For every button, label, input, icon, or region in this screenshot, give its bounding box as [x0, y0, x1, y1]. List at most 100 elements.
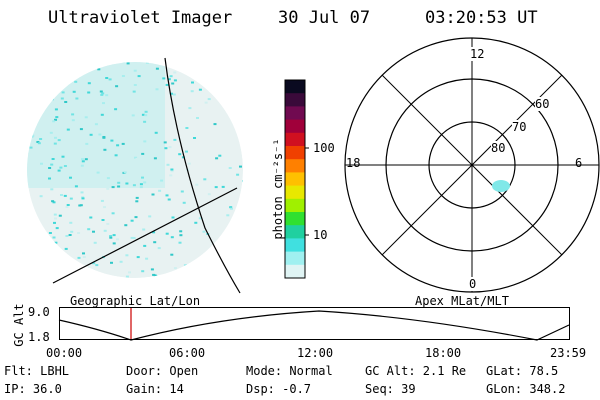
image-pixel — [125, 275, 129, 278]
image-pixel — [52, 236, 56, 239]
image-pixel — [82, 252, 85, 255]
image-pixel — [130, 236, 134, 239]
image-pixel — [141, 113, 145, 116]
image-pixel — [137, 75, 141, 78]
image-pixel — [50, 98, 54, 101]
image-pixel — [165, 83, 169, 86]
image-pixel — [145, 132, 149, 135]
mlat-80: 80 — [491, 141, 506, 155]
image-pixel — [236, 173, 240, 176]
image-pixel — [117, 108, 121, 111]
image-pixel — [110, 139, 114, 142]
image-pixel — [36, 141, 40, 143]
image-pixel — [207, 98, 211, 101]
image-pixel — [54, 136, 57, 139]
info-glat: GLat: 78.5 — [486, 364, 559, 378]
image-pixel — [31, 64, 35, 67]
mlt-0: 0 — [469, 277, 477, 291]
image-pixel — [169, 174, 173, 177]
image-pixel — [46, 71, 50, 74]
image-pixel — [67, 181, 71, 184]
mlat-60: 60 — [535, 97, 550, 111]
image-pixel — [132, 161, 136, 164]
image-pixel — [35, 150, 39, 153]
image-pixel — [132, 134, 136, 137]
image-pixel — [227, 95, 231, 98]
image-pixel — [241, 229, 243, 232]
image-pixel — [157, 247, 161, 250]
image-pixel — [64, 247, 68, 250]
polar-plot — [344, 37, 600, 293]
image-pixel — [48, 72, 52, 75]
image-pixel — [169, 75, 173, 78]
image-pixel — [214, 186, 218, 189]
image-pixel — [65, 70, 69, 73]
image-pixel — [45, 78, 49, 81]
colorbar-band — [285, 80, 305, 94]
image-pixel — [68, 268, 72, 271]
image-pixel — [239, 98, 243, 100]
image-pixel — [40, 107, 44, 110]
image-pixel — [68, 234, 72, 236]
image-pixel — [51, 158, 55, 160]
image-pixel — [228, 167, 232, 169]
image-pixel — [145, 257, 149, 260]
image-pixel — [46, 77, 50, 80]
image-pixel — [143, 244, 147, 247]
image-pixel — [157, 148, 161, 151]
image-pixel — [141, 176, 144, 179]
image-pixel — [64, 101, 68, 103]
image-pixel — [196, 117, 199, 119]
image-pixel — [180, 190, 184, 193]
xtick-1800: 18:00 — [425, 346, 462, 360]
image-pixel — [74, 153, 78, 156]
image-pixel — [27, 245, 29, 248]
image-pixel — [102, 136, 106, 138]
image-pixel — [224, 275, 228, 278]
colorbar-band — [285, 172, 305, 187]
image-pixel — [49, 131, 53, 134]
image-pixel — [169, 92, 173, 95]
image-pixel — [171, 82, 175, 85]
image-pixel — [239, 165, 242, 168]
image-pixel — [141, 152, 145, 155]
image-pixel — [232, 91, 235, 94]
image-pixel — [36, 256, 40, 259]
image-pixel — [109, 236, 113, 239]
image-pixel — [110, 261, 113, 264]
geographic-label: Geographic Lat/Lon — [70, 294, 201, 308]
colorbar-band — [285, 119, 305, 134]
image-pixel — [133, 84, 137, 86]
image-pixel — [53, 142, 57, 145]
image-pixel — [132, 184, 136, 187]
image-pixel — [74, 80, 78, 83]
image-pixel — [151, 193, 155, 196]
image-pixel — [172, 274, 176, 277]
image-pixel — [42, 256, 45, 259]
image-pixel — [170, 253, 174, 256]
image-pixel — [80, 164, 84, 167]
image-pixel — [78, 204, 82, 207]
image-pixel — [28, 113, 31, 116]
image-pixel — [81, 158, 84, 161]
image-pixel — [69, 221, 73, 224]
gc-alt-ytick-bottom: 1.8 — [28, 330, 50, 344]
colorbar-band — [285, 146, 305, 160]
image-pixel — [54, 217, 57, 220]
image-pixel — [85, 142, 89, 145]
image-pixel — [170, 170, 174, 173]
image-pixel — [82, 269, 86, 272]
image-pixel — [82, 256, 86, 258]
image-pixel — [53, 221, 56, 224]
image-pixel — [112, 242, 116, 245]
image-pixel — [84, 158, 88, 161]
image-pixel — [95, 64, 99, 67]
image-pixel — [100, 199, 104, 202]
image-pixel — [116, 238, 119, 241]
image-pixel — [227, 79, 231, 82]
image-pixel — [27, 96, 31, 98]
image-pixel — [109, 235, 113, 237]
image-pixel — [117, 185, 121, 188]
image-pixel — [171, 216, 175, 219]
image-pixel — [170, 168, 174, 171]
